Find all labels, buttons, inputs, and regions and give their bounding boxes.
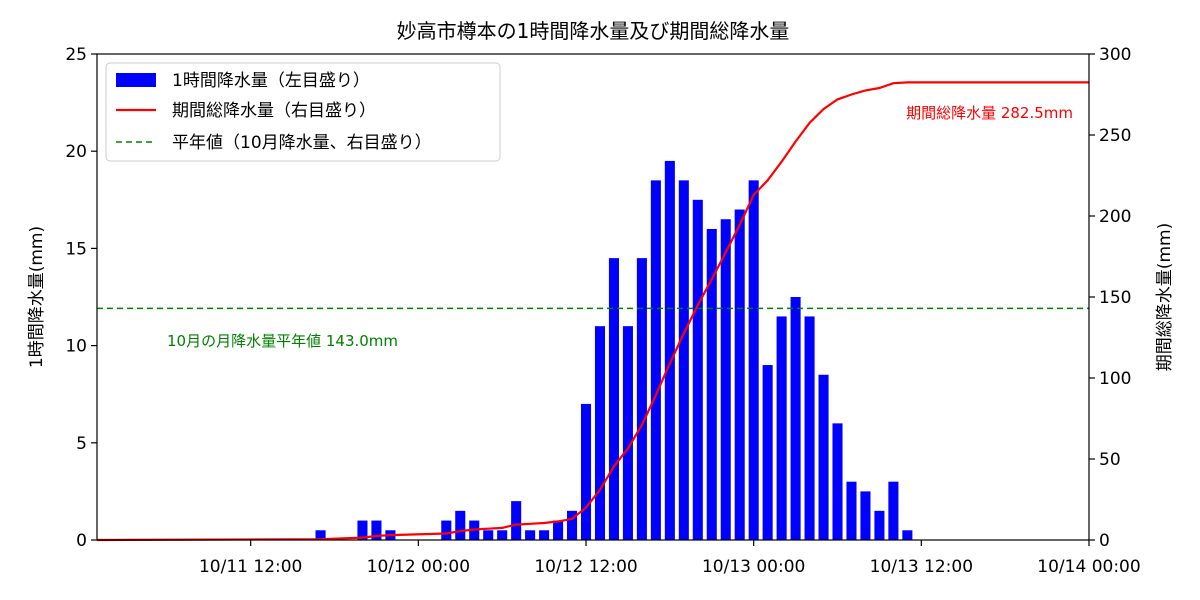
right-tick-label: 300 xyxy=(1099,45,1131,65)
bar xyxy=(594,326,606,540)
legend-box xyxy=(105,62,501,162)
left-tick-label: 25 xyxy=(65,45,87,65)
bar xyxy=(553,520,564,540)
right-axis-ticks: 0 50 100 150 200 250 300 xyxy=(1089,45,1131,551)
bar xyxy=(790,297,801,540)
bar xyxy=(664,160,675,541)
bar xyxy=(511,501,522,540)
bar xyxy=(608,258,619,540)
x-tick-label: 10/14 00:00 xyxy=(1037,557,1140,577)
x-tick-label: 10/13 12:00 xyxy=(870,557,973,577)
bar xyxy=(636,258,647,540)
cumulative-line xyxy=(96,81,1089,542)
left-axis-label: 1時間降水量(mm) xyxy=(27,226,47,368)
bar xyxy=(762,365,773,540)
bar xyxy=(818,374,829,540)
normal-annotation: 10月の月降水量平年値 143.0mm xyxy=(167,332,398,350)
legend: 1時間降水量（左目盛り） 期間総降水量（右目盛り） 平年値（10月降水量、右目盛… xyxy=(105,62,501,162)
left-tick-label: 10 xyxy=(65,337,87,357)
right-tick-label: 0 xyxy=(1099,531,1110,551)
x-tick-label: 10/11 12:00 xyxy=(199,557,302,577)
legend-bar-label: 1時間降水量（左目盛り） xyxy=(172,71,370,91)
bar xyxy=(622,326,633,540)
left-axis-ticks: 0 5 10 15 20 25 xyxy=(65,45,97,551)
bar xyxy=(497,530,508,540)
bar xyxy=(734,209,745,540)
right-tick-label: 150 xyxy=(1099,288,1131,308)
bar xyxy=(804,316,815,540)
bar xyxy=(580,403,592,540)
bar xyxy=(539,530,550,540)
right-tick-label: 200 xyxy=(1099,207,1131,227)
chart-title: 妙高市樽本の1時間降水量及び期間総降水量 xyxy=(397,19,790,43)
bar xyxy=(371,520,382,540)
bar xyxy=(902,530,913,540)
left-tick-label: 0 xyxy=(76,531,87,551)
bar xyxy=(692,199,703,541)
bar xyxy=(874,510,885,540)
left-tick-label: 20 xyxy=(65,142,87,162)
bar xyxy=(567,510,578,540)
bar xyxy=(650,180,661,541)
bar xyxy=(846,481,857,540)
total-annotation: 期間総降水量 282.5mm xyxy=(906,104,1073,122)
x-axis-ticks: 10/11 12:00 10/12 00:00 10/12 12:00 10/13 0… xyxy=(199,540,1141,577)
hourly-bars xyxy=(315,160,913,541)
x-tick-label: 10/12 12:00 xyxy=(534,557,637,577)
bar xyxy=(525,530,536,540)
bar xyxy=(832,423,843,540)
bar xyxy=(441,520,452,540)
x-tick-label: 10/12 00:00 xyxy=(367,557,470,577)
bar xyxy=(888,481,899,540)
bar xyxy=(706,228,717,540)
bar xyxy=(357,520,368,540)
bar xyxy=(483,530,494,540)
x-tick-label: 10/13 00:00 xyxy=(702,557,805,577)
right-tick-label: 50 xyxy=(1099,450,1121,470)
bar xyxy=(860,491,871,540)
bar xyxy=(776,316,787,540)
bar xyxy=(720,219,731,541)
legend-bar-swatch xyxy=(116,73,156,87)
bar xyxy=(748,180,759,541)
bar xyxy=(678,180,689,541)
legend-normal-label: 平年値（10月降水量、右目盛り） xyxy=(172,133,432,153)
left-tick-label: 5 xyxy=(76,434,87,454)
right-tick-label: 250 xyxy=(1099,126,1131,146)
bar xyxy=(455,510,466,540)
right-axis-label: 期間総降水量(mm) xyxy=(1155,223,1175,371)
right-tick-label: 100 xyxy=(1099,369,1131,389)
legend-line-label: 期間総降水量（右目盛り） xyxy=(172,101,376,121)
left-tick-label: 15 xyxy=(65,239,87,259)
bar xyxy=(315,530,326,540)
